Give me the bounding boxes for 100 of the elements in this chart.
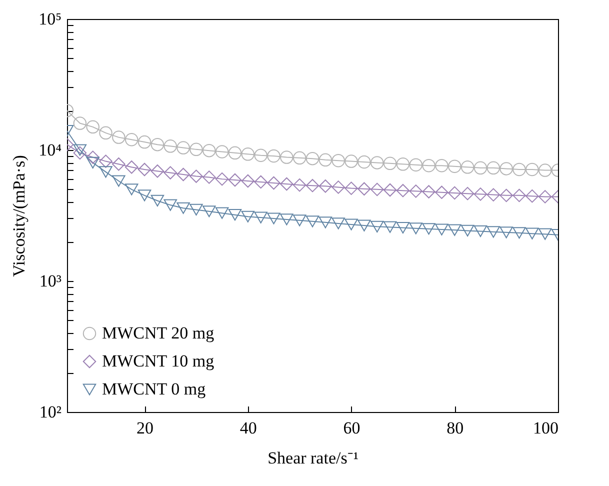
point bbox=[344, 218, 358, 230]
point bbox=[99, 166, 112, 178]
point bbox=[318, 216, 332, 228]
x-tick-label: 60 bbox=[343, 418, 360, 438]
point bbox=[292, 214, 306, 226]
point bbox=[215, 207, 229, 219]
point bbox=[215, 145, 229, 158]
point bbox=[370, 220, 384, 232]
point bbox=[526, 189, 539, 203]
point bbox=[124, 133, 138, 146]
point bbox=[254, 212, 268, 224]
point bbox=[150, 164, 164, 178]
x-tick-label: 80 bbox=[446, 418, 464, 438]
point bbox=[486, 226, 500, 238]
point bbox=[460, 224, 474, 237]
point bbox=[422, 223, 436, 235]
point bbox=[396, 184, 410, 198]
point bbox=[500, 188, 513, 202]
y-tick-label: 10² bbox=[39, 402, 62, 422]
point bbox=[73, 144, 87, 156]
point bbox=[124, 184, 138, 196]
point bbox=[500, 162, 513, 176]
point bbox=[486, 161, 500, 175]
point bbox=[215, 172, 229, 186]
point bbox=[370, 156, 384, 170]
point bbox=[512, 188, 526, 202]
point bbox=[190, 142, 203, 156]
point bbox=[370, 182, 384, 196]
point bbox=[435, 186, 448, 199]
point bbox=[383, 156, 397, 170]
point bbox=[138, 190, 152, 202]
point bbox=[526, 162, 539, 176]
point bbox=[241, 210, 255, 222]
point bbox=[150, 138, 164, 152]
point bbox=[138, 135, 152, 149]
point bbox=[164, 199, 177, 211]
point bbox=[99, 126, 112, 140]
point bbox=[73, 116, 87, 130]
point bbox=[86, 120, 100, 134]
y-axis-title: Viscosity/(mPa·s) bbox=[10, 155, 29, 277]
point bbox=[396, 158, 410, 171]
point bbox=[474, 161, 488, 175]
point bbox=[332, 154, 345, 168]
point bbox=[190, 204, 203, 216]
point bbox=[176, 141, 190, 154]
point bbox=[112, 158, 126, 171]
point bbox=[448, 186, 462, 200]
point bbox=[358, 220, 371, 232]
point bbox=[500, 226, 513, 238]
point bbox=[460, 186, 474, 200]
legend-label: MWCNT 20 mg bbox=[102, 324, 215, 342]
point bbox=[280, 177, 294, 191]
point bbox=[344, 154, 358, 168]
point bbox=[358, 155, 371, 169]
point bbox=[292, 151, 306, 165]
point bbox=[292, 178, 306, 192]
legend-label: MWCNT 10 mg bbox=[102, 352, 215, 370]
point bbox=[358, 182, 371, 196]
x-tick-label: 20 bbox=[136, 418, 154, 438]
point bbox=[306, 178, 320, 192]
point bbox=[422, 185, 436, 198]
point bbox=[396, 222, 410, 234]
point bbox=[318, 153, 332, 167]
x-tick-label: 100 bbox=[533, 418, 558, 438]
point bbox=[228, 146, 242, 160]
y-tick-label: 10⁵ bbox=[38, 10, 62, 28]
point bbox=[267, 176, 280, 190]
point bbox=[383, 183, 397, 197]
point bbox=[150, 194, 164, 207]
point bbox=[280, 150, 294, 164]
point bbox=[228, 209, 242, 221]
point bbox=[448, 160, 462, 173]
point bbox=[409, 184, 422, 198]
point bbox=[164, 166, 177, 180]
point bbox=[112, 130, 126, 144]
point bbox=[526, 228, 539, 240]
point bbox=[86, 150, 100, 164]
point bbox=[99, 154, 112, 168]
point bbox=[435, 224, 448, 236]
legend-label: MWCNT 0 mg bbox=[102, 380, 206, 398]
point bbox=[344, 182, 358, 195]
x-tick-label: 40 bbox=[240, 418, 257, 438]
point bbox=[332, 218, 345, 230]
point bbox=[435, 159, 448, 172]
point bbox=[164, 140, 177, 153]
point bbox=[538, 190, 552, 204]
point bbox=[332, 180, 345, 194]
point bbox=[176, 202, 190, 214]
point bbox=[422, 159, 436, 172]
point bbox=[383, 221, 397, 233]
point bbox=[409, 222, 422, 234]
y-tick-label: 10³ bbox=[39, 272, 62, 290]
point bbox=[486, 188, 500, 202]
point bbox=[448, 224, 462, 236]
point bbox=[306, 152, 320, 166]
point bbox=[512, 162, 526, 176]
point bbox=[409, 158, 422, 172]
point bbox=[86, 156, 100, 168]
point bbox=[73, 146, 87, 160]
point bbox=[202, 144, 216, 158]
